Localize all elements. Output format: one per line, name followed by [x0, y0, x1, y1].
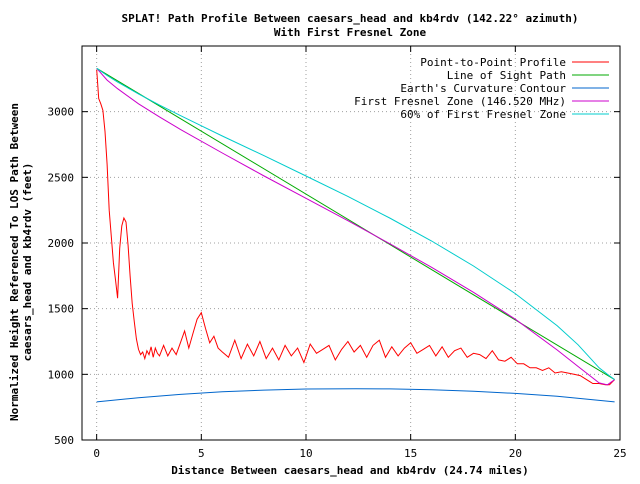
chart-title: SPLAT! Path Profile Between caesars_head…: [122, 12, 579, 25]
legend-label-line-of-sight-path: Line of Sight Path: [447, 69, 566, 82]
y-tick-label: 2000: [48, 237, 75, 250]
x-tick-label: 20: [509, 447, 522, 460]
legend-label-60-of-first-fresnel-zone: 60% of First Fresnel Zone: [400, 108, 566, 121]
x-tick-label: 10: [299, 447, 312, 460]
y-tick-label: 1500: [48, 303, 75, 316]
legend-label-point-to-point-profile: Point-to-Point Profile: [420, 56, 566, 69]
legend-label-first-fresnel-zone-146-520-mhz: First Fresnel Zone (146.520 MHz): [354, 95, 566, 108]
x-tick-label: 15: [404, 447, 417, 460]
grid: [82, 46, 621, 440]
y-axis-label-line1: Normalized Height Referenced To LOS Path…: [8, 103, 21, 421]
legend-label-earth-s-curvature-contour: Earth's Curvature Contour: [400, 82, 566, 95]
series-line-60-of-first-fresnel-zone: [96, 67, 615, 381]
y-tick-label: 2500: [48, 171, 75, 184]
y-tick-label: 500: [54, 434, 74, 447]
y-tick-label: 1000: [48, 368, 75, 381]
series-line-earth-s-curvature-contour: [96, 388, 615, 403]
series-group: [96, 67, 615, 403]
x-tick-label: 5: [198, 447, 205, 460]
x-tick-label: 25: [613, 447, 626, 460]
series-line-point-to-point-profile: [96, 69, 615, 386]
series-line-line-of-sight-path: [96, 67, 615, 381]
y-tick-label: 3000: [48, 106, 75, 119]
series-line-first-fresnel-zone-146-520-mhz: [96, 67, 615, 386]
y-axis-label-line2: caesars_head and kb4rdv (feet): [21, 163, 34, 362]
x-tick-label: 0: [93, 447, 100, 460]
ticks: 0 5 10 15 20 25 500 1000 1500 2000 2500 3000: [48, 46, 627, 460]
x-axis-label: Distance Between caesars_head and kb4rdv…: [171, 464, 529, 477]
chart-subtitle: With First Fresnel Zone: [274, 26, 427, 39]
